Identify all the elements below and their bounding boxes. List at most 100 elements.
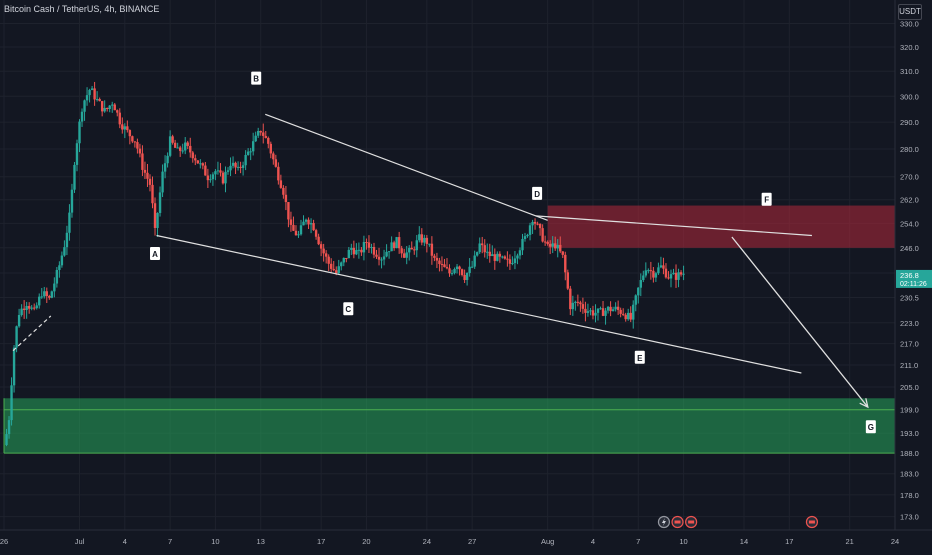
candle-body [629, 312, 632, 320]
candle-body [156, 212, 159, 228]
candle-body [113, 104, 116, 111]
candle-body [390, 242, 393, 252]
candle-body [488, 251, 491, 257]
candle-body [455, 266, 459, 270]
candle-body [541, 228, 544, 242]
candle-body [662, 265, 665, 269]
candle-body [186, 142, 189, 146]
candle-body [73, 164, 76, 190]
candle-body [342, 257, 345, 263]
candle-body [309, 223, 313, 225]
time-tick-label: 10 [211, 537, 219, 546]
price-tick-label: 188.0 [900, 449, 919, 458]
currency-button[interactable]: USDT [898, 4, 922, 20]
candle-body [211, 174, 215, 180]
candle-body [526, 234, 529, 237]
candle-body [465, 272, 469, 280]
candle-body [576, 301, 580, 303]
candle-body [546, 241, 549, 244]
candle-body [606, 306, 610, 311]
candle-body [440, 263, 444, 265]
candle-body [50, 291, 54, 298]
time-tick-label: 7 [168, 537, 172, 546]
candle-body [664, 268, 668, 278]
candle-body [428, 243, 431, 245]
candle-body [93, 88, 96, 100]
price-tick-label: 262.0 [900, 196, 919, 205]
price-tick-label: 199.0 [900, 406, 919, 415]
candle-body [589, 310, 592, 312]
candle-body [430, 243, 434, 256]
price-tick-label: 320.0 [900, 43, 919, 52]
candle-body [372, 246, 376, 255]
candle-body [12, 347, 16, 386]
candle-body [423, 237, 426, 243]
candle-body [405, 252, 408, 258]
candle-body [486, 251, 489, 253]
candle-body [60, 255, 64, 266]
candle-body [357, 249, 361, 251]
candle-body [88, 89, 91, 96]
candle-body [22, 308, 26, 310]
price-tick-label: 280.0 [900, 145, 919, 154]
candle-body [63, 247, 66, 256]
candle-body [53, 283, 56, 292]
time-tick-label: Aug [541, 537, 554, 546]
candle-body [123, 126, 127, 130]
point-label-box [251, 71, 262, 85]
candle-body [380, 259, 383, 261]
candle-body [146, 172, 149, 179]
candle-body [302, 221, 305, 226]
candle-body [141, 153, 144, 170]
candle-body [327, 256, 330, 264]
candle-body [277, 166, 280, 181]
candle-body [272, 153, 275, 160]
candle-body [652, 270, 655, 278]
candle-body [566, 272, 569, 289]
candle-body [40, 296, 43, 298]
candle-body [17, 314, 21, 327]
candle-body [463, 274, 466, 280]
earnings-glyph [688, 520, 695, 524]
candle-body [367, 242, 371, 248]
candle-body [35, 305, 38, 309]
candle-body [657, 267, 660, 274]
candle-body [335, 270, 338, 274]
candle-body [516, 255, 519, 259]
candle-body [478, 243, 481, 253]
candle-body [637, 287, 640, 296]
candle-body [400, 248, 403, 254]
candle-body [85, 95, 89, 101]
candle-body [528, 225, 532, 235]
candle-body [445, 267, 449, 269]
candle-body [151, 184, 154, 204]
candle-body [297, 234, 300, 236]
trend-line [265, 113, 548, 221]
candle-body [496, 253, 499, 261]
candle-body [319, 244, 323, 249]
candle-body [116, 110, 119, 113]
candle-body [619, 309, 622, 314]
price-tick-label: 230.5 [900, 294, 919, 303]
point-label: C [345, 305, 351, 314]
candle-body [571, 302, 575, 310]
candle-body [493, 254, 497, 261]
candle-body [259, 130, 262, 133]
candle-body [470, 266, 474, 268]
earnings-glyph [674, 520, 681, 524]
candle-body [251, 141, 255, 152]
point-label: G [868, 423, 874, 432]
candle-body [70, 189, 74, 213]
candle-body [216, 170, 220, 172]
candle-body [136, 142, 139, 149]
candle-body [352, 247, 356, 255]
candle-body [317, 236, 320, 245]
candle-body [501, 256, 504, 258]
candle-body [194, 158, 197, 161]
candle-body [392, 242, 396, 249]
candle-body [221, 172, 225, 184]
candle-body [639, 280, 642, 288]
candle-body [153, 203, 157, 228]
candle-body [345, 257, 348, 259]
candle-body [289, 219, 293, 225]
